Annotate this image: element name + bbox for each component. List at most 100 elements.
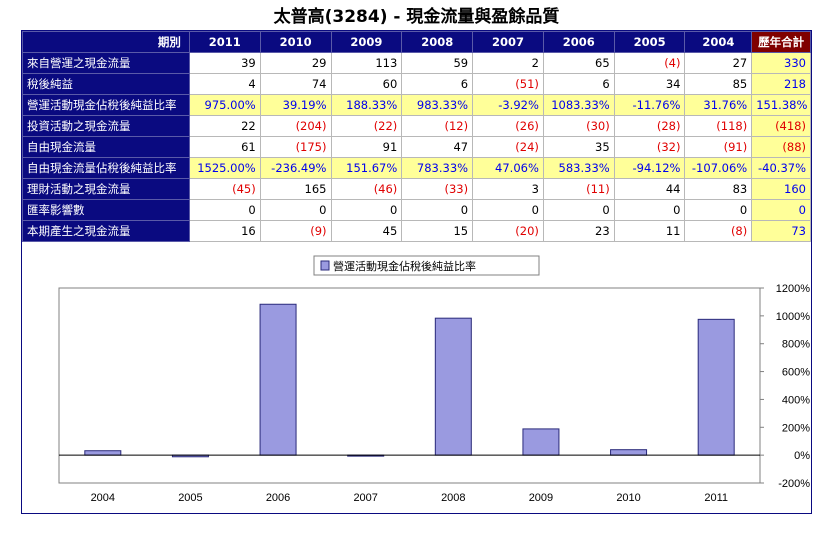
table-cell: 27 [684, 52, 753, 74]
table-cell: 11 [613, 220, 686, 242]
row-label: 本期產生之現金流量 [22, 220, 190, 242]
table-row: 營運活動現金佔稅後純益比率 975.00% 39.19% 188.33% 983.33%… [22, 94, 811, 116]
table-header-row: 期別 2011 2010 2009 2008 2007 2006 2005 2004 歷年合計 [22, 31, 811, 53]
table-cell: -236.49% [259, 157, 332, 179]
table-cell: (9) [259, 220, 332, 242]
table-cell: (26) [472, 115, 544, 137]
table-cell: 165 [259, 178, 332, 200]
table-cell: 45 [330, 220, 403, 242]
table-cell: (204) [259, 115, 332, 137]
table-cell: 3 [472, 178, 544, 200]
year-header-2011: 2011 [188, 31, 261, 53]
table-row: 匯率影響數 0 0 0 0 0 0 0 0 0 [22, 199, 811, 221]
table-cell: 83 [684, 178, 753, 200]
total-header: 歷年合計 [751, 31, 811, 53]
year-header-2010: 2010 [259, 31, 332, 53]
table-row: 自由現金流量佔稅後純益比率 1525.00% -236.49% 151.67% 783.… [22, 157, 811, 179]
table-cell: (33) [401, 178, 474, 200]
total-cell: 73 [751, 220, 811, 242]
year-header-2006: 2006 [542, 31, 615, 53]
table-cell: (8) [684, 220, 753, 242]
table-cell: 113 [330, 52, 403, 74]
table-cell: (22) [330, 115, 403, 137]
table-cell: (32) [613, 136, 686, 158]
table-cell: 29 [259, 52, 332, 74]
row-label: 稅後純益 [22, 73, 190, 95]
table-cell: 22 [188, 115, 261, 137]
legend-box [313, 255, 540, 276]
row-label: 來自營運之現金流量 [22, 52, 190, 74]
x-tick-label: 2009 [529, 492, 553, 504]
table-cell: (28) [613, 115, 686, 137]
legend-swatch [320, 260, 330, 271]
x-tick-label: 2007 [353, 492, 377, 504]
year-header-2005: 2005 [613, 31, 686, 53]
row-label: 理財活動之現金流量 [22, 178, 190, 200]
legend-label: 營運活動現金佔稅後純益比率 [333, 259, 476, 273]
table-cell: 975.00% [188, 94, 261, 116]
table-cell: 39.19% [259, 94, 332, 116]
table-cell: 6 [401, 73, 474, 95]
table-cell: 583.33% [542, 157, 615, 179]
table-cell: 15 [401, 220, 474, 242]
table-row: 來自營運之現金流量 39 29 113 59 2 65 (4) 27 330 [22, 52, 811, 74]
table-cell: (51) [472, 73, 544, 95]
table-cell: 0 [472, 199, 544, 221]
y-tick-label: 0% [794, 450, 810, 462]
period-header: 期別 [22, 31, 190, 53]
year-header-2008: 2008 [401, 31, 474, 53]
table-cell: 34 [613, 73, 686, 95]
total-cell: 0 [751, 199, 811, 221]
x-tick-label: 2006 [266, 492, 290, 504]
table-cell: 1525.00% [188, 157, 261, 179]
table-row: 理財活動之現金流量 (45) 165 (46) (33) 3 (11) 44 83 160 [22, 178, 811, 200]
year-header-2004: 2004 [684, 31, 753, 53]
table-cell: -107.06% [684, 157, 753, 179]
bar-chart: -200% 0% 200% 400% 600% 800% 1000% 1200% 2004 200… [58, 255, 810, 504]
x-tick-label: 2010 [616, 492, 640, 504]
year-header-2009: 2009 [330, 31, 403, 53]
table-cell: (24) [472, 136, 544, 158]
total-cell: (88) [751, 136, 811, 158]
table-cell: 6 [542, 73, 615, 95]
table-cell: 151.67% [330, 157, 403, 179]
table-cell: 44 [613, 178, 686, 200]
bar-2011 [697, 318, 735, 456]
table-cell: 59 [401, 52, 474, 74]
y-tick-label: 600% [782, 367, 810, 379]
total-cell: 330 [751, 52, 811, 74]
table-cell: 61 [188, 136, 261, 158]
row-label: 自由現金流量佔稅後純益比率 [22, 157, 190, 179]
table-cell: 4 [188, 73, 261, 95]
y-tick-label: 200% [782, 422, 810, 434]
table-row: 本期產生之現金流量 16 (9) 45 15 (20) 23 11 (8) 73 [22, 220, 811, 242]
x-tick-label: 2008 [441, 492, 465, 504]
plot-area [58, 287, 761, 484]
total-cell: 151.38% [751, 94, 811, 116]
x-tick-label: 2011 [704, 492, 728, 504]
table-cell: 0 [684, 199, 753, 221]
table-cell: -3.92% [472, 94, 544, 116]
row-label: 投資活動之現金流量 [22, 115, 190, 137]
bar-2004 [84, 450, 122, 456]
y-tick-label: 1000% [776, 311, 810, 323]
cash-flow-table: 期別 2011 2010 2009 2008 2007 2006 2005 2004 歷年合計 … [22, 31, 811, 242]
x-tick-label: 2004 [91, 492, 115, 504]
table-cell: -11.76% [613, 94, 686, 116]
table-body: 來自營運之現金流量 39 29 113 59 2 65 (4) 27 330 稅後純益 4 74 60 6(… [22, 52, 811, 242]
chart-area: -200% 0% 200% 400% 600% 800% 1000% 1200% 2004 200… [22, 251, 811, 513]
table-cell: 0 [188, 199, 261, 221]
table-cell: 0 [401, 199, 474, 221]
bar-2009 [522, 428, 560, 456]
table-cell: 91 [330, 136, 403, 158]
table-cell: (175) [259, 136, 332, 158]
bar-2006 [259, 303, 297, 456]
table-cell: 74 [259, 73, 332, 95]
table-cell: 65 [542, 52, 615, 74]
table-cell: 16 [188, 220, 261, 242]
table-cell: 0 [613, 199, 686, 221]
total-cell: 218 [751, 73, 811, 95]
table-cell: (118) [684, 115, 753, 137]
table-cell: (46) [330, 178, 403, 200]
year-header-2007: 2007 [472, 31, 544, 53]
